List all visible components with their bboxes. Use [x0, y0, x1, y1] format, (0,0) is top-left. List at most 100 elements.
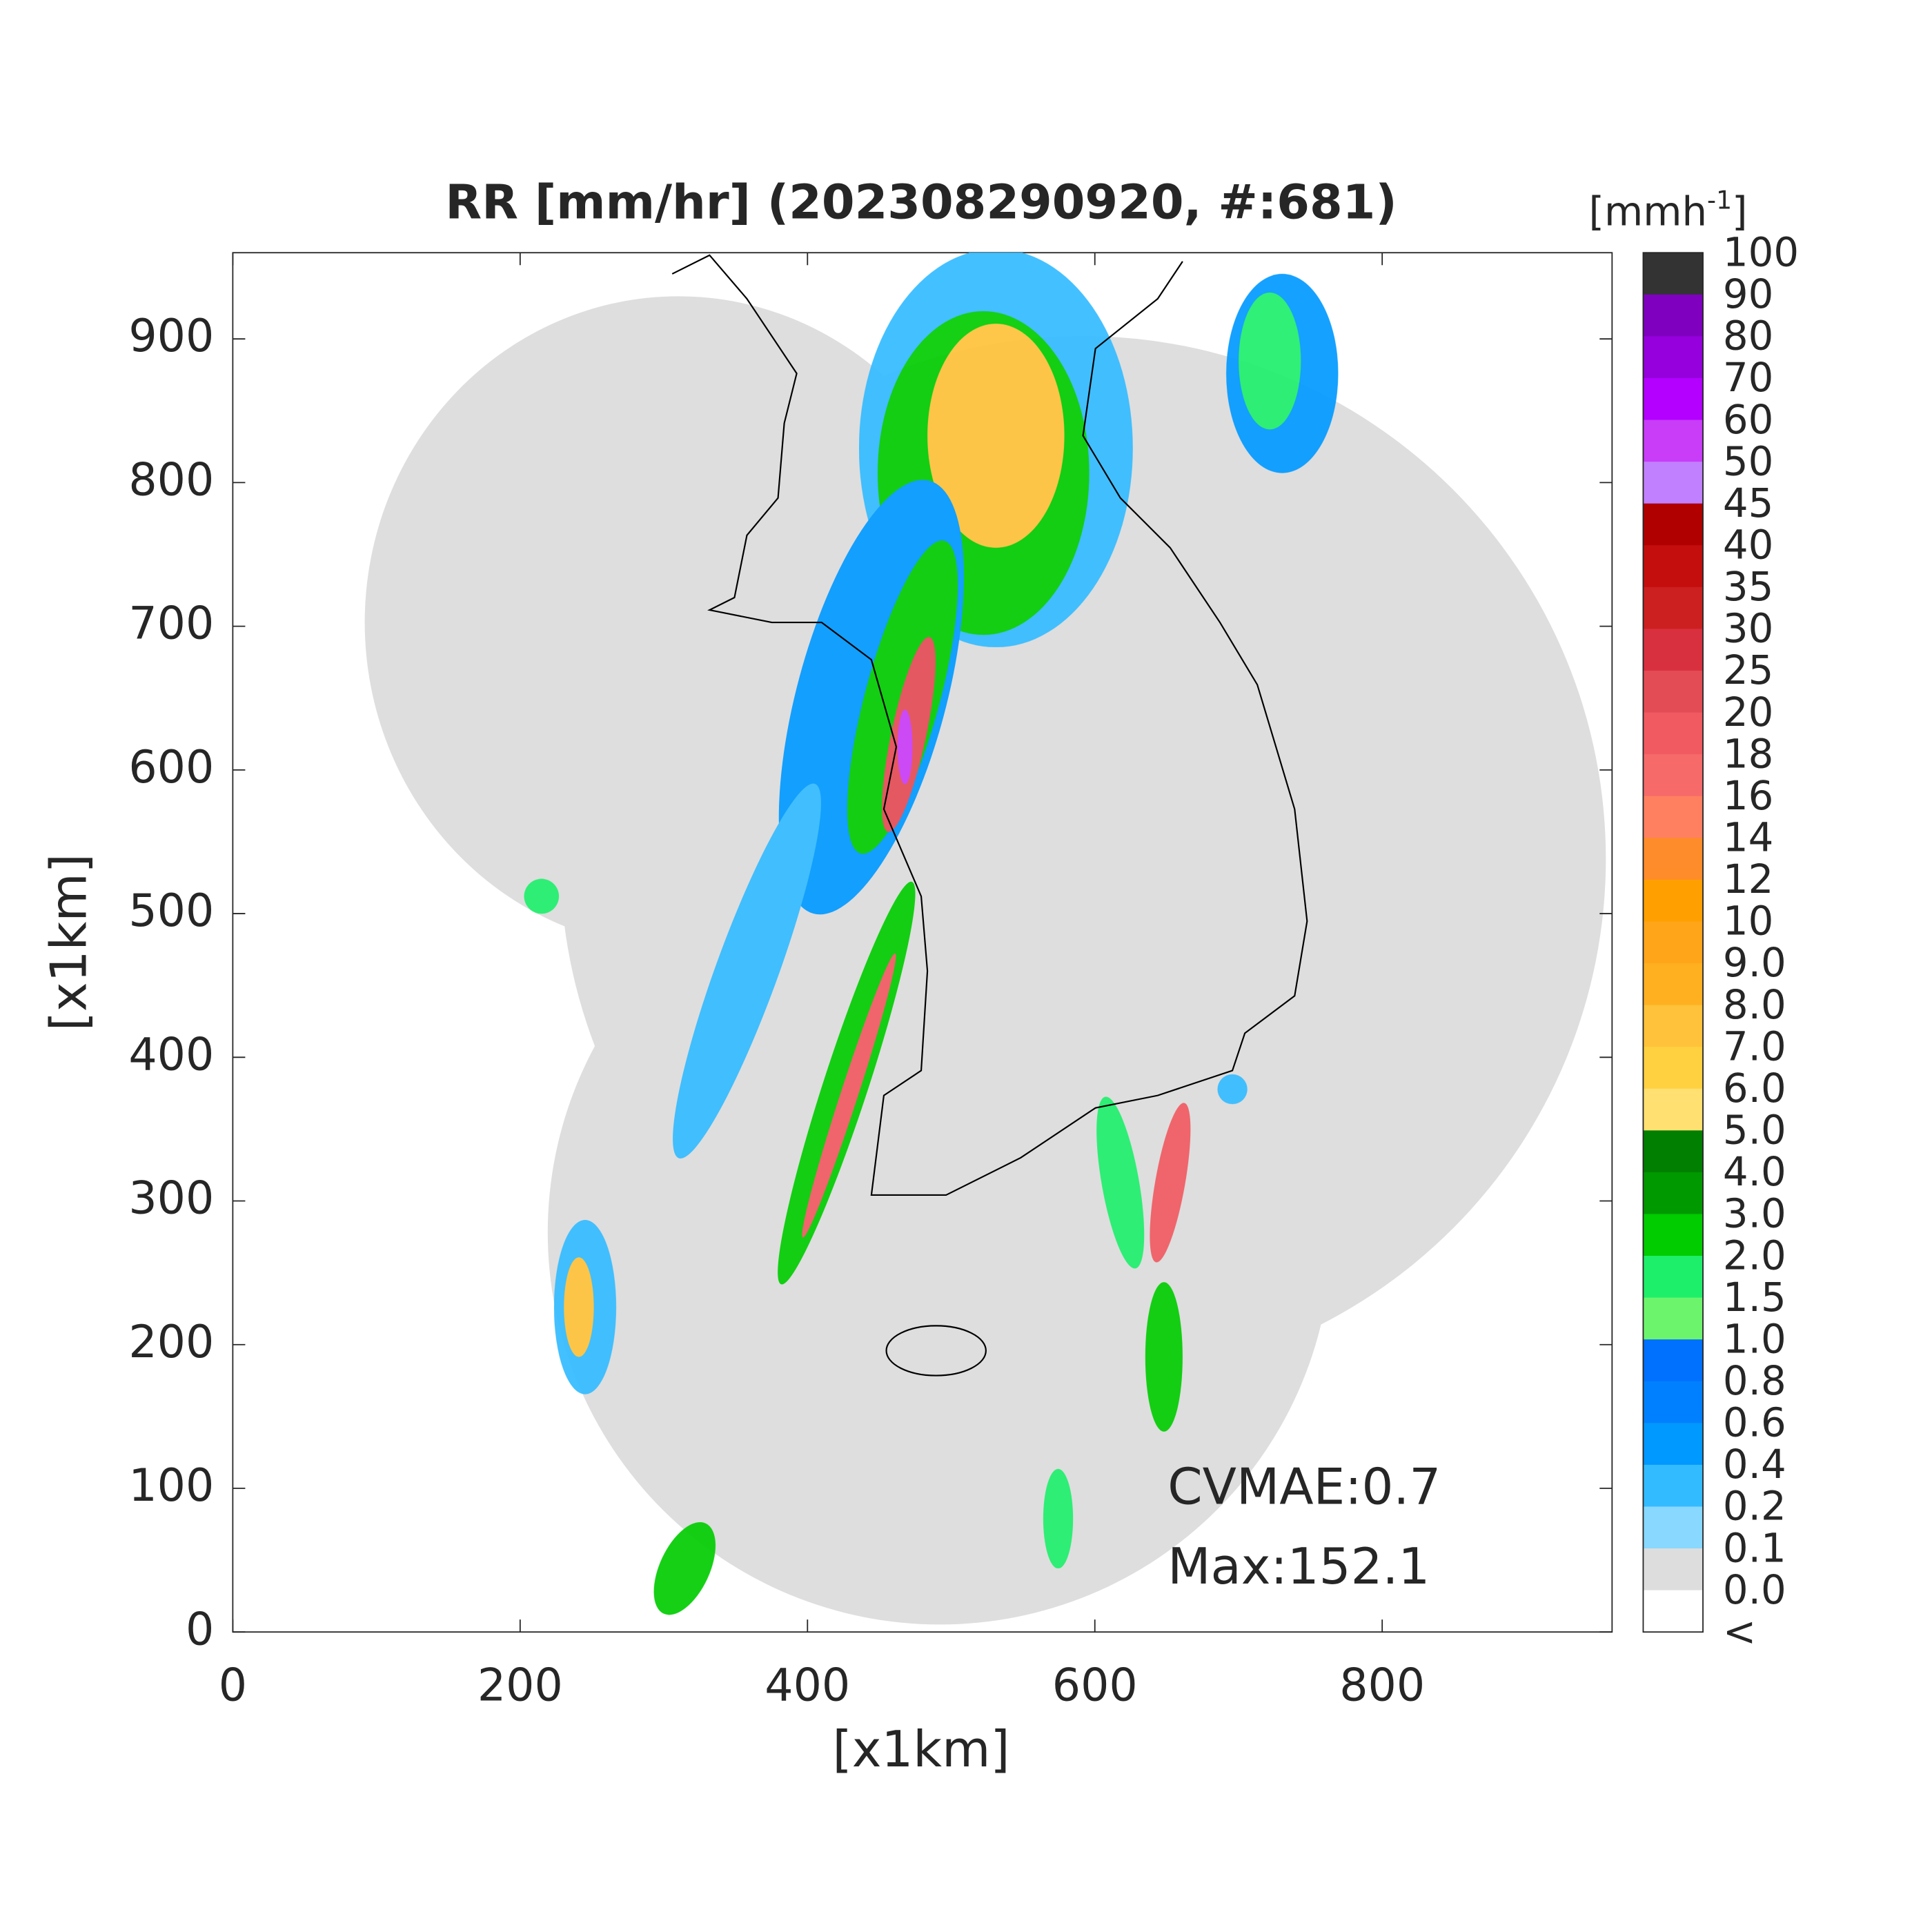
- y-tick-label: 400: [128, 1029, 214, 1081]
- colorbar-swatch: [1643, 670, 1704, 713]
- colorbar-label: 40: [1723, 521, 1773, 568]
- y-tick-label: 700: [128, 598, 214, 650]
- y-tick-label: 0: [186, 1604, 214, 1655]
- colorbar-label: 4.0: [1723, 1148, 1786, 1195]
- colorbar-swatch: [1643, 1297, 1704, 1341]
- colorbar-swatch: [1643, 1130, 1704, 1173]
- unit-exponent: -1: [1707, 186, 1732, 215]
- coverage: [364, 296, 1606, 1625]
- y-tick-label: 500: [128, 885, 214, 937]
- colorbar-label: 18: [1723, 730, 1773, 777]
- colorbar-label: 0.4: [1723, 1441, 1786, 1488]
- y-axis-label: [x1km]: [41, 854, 99, 1031]
- colorbar-label: 0.8: [1723, 1357, 1786, 1404]
- annotation: CVMAE:0.7: [1167, 1459, 1441, 1517]
- colorbar-swatch: [1643, 1339, 1704, 1382]
- colorbar-label: 80: [1723, 313, 1773, 359]
- colorbar-label: 8.0: [1723, 981, 1786, 1028]
- colorbar-label: 12: [1723, 856, 1773, 903]
- colorbar-swatch: [1643, 1214, 1704, 1256]
- colorbar-label: 5.0: [1723, 1107, 1786, 1154]
- colorbar-label: 45: [1723, 480, 1773, 526]
- colorbar-label: 0.2: [1723, 1483, 1786, 1530]
- colorbar-label: 50: [1723, 437, 1773, 484]
- colorbar-label: 16: [1723, 772, 1773, 819]
- coastline: [671, 254, 1308, 1377]
- colorbar-label: 1.5: [1723, 1274, 1786, 1321]
- colorbar-swatch: [1643, 294, 1704, 337]
- colorbar-label: 20: [1723, 689, 1773, 736]
- unit-base: [mmh: [1588, 188, 1707, 235]
- colorbar-swatch: [1643, 838, 1704, 880]
- colorbar-label: 90: [1723, 270, 1773, 317]
- colorbar-label: 9.0: [1723, 939, 1786, 986]
- colorbar-label: 10: [1723, 898, 1773, 945]
- colorbar-swatch: [1643, 1047, 1704, 1090]
- colorbar-label: 1.0: [1723, 1315, 1786, 1362]
- colorbar-swatch: [1643, 1423, 1704, 1466]
- colorbar-label: 14: [1723, 814, 1773, 861]
- colorbar: 100908070605045403530252018161412109.08.…: [1642, 228, 1799, 1655]
- y-tick-label: 800: [128, 454, 214, 506]
- colorbar-swatch: [1643, 712, 1704, 756]
- colorbar-label: 35: [1723, 563, 1773, 610]
- colorbar-swatch: [1643, 629, 1704, 671]
- x-tick-label: 200: [477, 1659, 563, 1711]
- colorbar-swatch: [1643, 1590, 1704, 1633]
- colorbar-swatch: [1643, 420, 1704, 463]
- colorbar-label: 0.0: [1723, 1566, 1786, 1613]
- colorbar-label: 30: [1723, 605, 1773, 652]
- colorbar-label: 70: [1723, 354, 1773, 401]
- colorbar-swatch: [1643, 1381, 1704, 1424]
- colorbar-swatch: [1643, 336, 1704, 379]
- colorbar-swatch: [1643, 963, 1704, 1006]
- colorbar-swatch: [1643, 1172, 1704, 1215]
- rain-cells: [524, 253, 1339, 1615]
- colorbar-label: 60: [1723, 396, 1773, 443]
- colorbar-swatch: [1643, 1005, 1704, 1048]
- colorbar-swatch: [1643, 586, 1704, 630]
- colorbar-swatch: [1643, 253, 1704, 295]
- colorbar-swatch: [1643, 545, 1704, 588]
- chart-title: RR [mm/hr] (202308290920, #:681): [445, 175, 1397, 230]
- colorbar-swatch: [1643, 462, 1704, 504]
- colorbar-unit: [mmh-1]: [1588, 186, 1747, 235]
- colorbar-swatch: [1643, 1088, 1704, 1132]
- colorbar-swatch: [1643, 1506, 1704, 1549]
- colorbar-frame: [1642, 252, 1704, 1633]
- colorbar-label: <: [1723, 1608, 1756, 1655]
- colorbar-label: 6.0: [1723, 1065, 1786, 1112]
- colorbar-swatch: [1643, 1256, 1704, 1299]
- x-tick-label: 400: [765, 1659, 850, 1711]
- x-tick-label: 600: [1052, 1659, 1138, 1711]
- y-tick-label: 200: [128, 1317, 214, 1368]
- colorbar-label: 7.0: [1723, 1023, 1786, 1070]
- colorbar-label: 2.0: [1723, 1232, 1786, 1279]
- x-axis-label: [x1km]: [833, 1721, 1010, 1779]
- x-tick-label: 0: [219, 1659, 247, 1711]
- colorbar-label: 0.6: [1723, 1399, 1786, 1446]
- radar-field: [364, 253, 1606, 1625]
- colorbar-swatch: [1643, 921, 1704, 964]
- x-tick-label: 800: [1339, 1659, 1425, 1711]
- y-tick-label: 100: [128, 1460, 214, 1512]
- y-tick-label: 900: [128, 310, 214, 362]
- colorbar-swatch: [1643, 796, 1704, 839]
- colorbar-label: 100: [1723, 228, 1799, 275]
- y-tick-label: 300: [128, 1173, 214, 1225]
- colorbar-swatch: [1643, 754, 1704, 797]
- axis-ticks: 0 200 400 600 800 0 100 200 300 400 500 600 700 800 90…: [128, 253, 1613, 1711]
- colorbar-label: 25: [1723, 647, 1773, 693]
- colorbar-swatch: [1643, 1464, 1704, 1508]
- colorbar-swatch: [1643, 503, 1704, 546]
- unit-close: ]: [1732, 188, 1748, 235]
- colorbar-label: 0.1: [1723, 1524, 1786, 1571]
- colorbar-swatch: [1643, 879, 1704, 923]
- colorbar-swatch: [1643, 377, 1704, 421]
- colorbar-swatch: [1643, 1548, 1704, 1591]
- annotation: Max:152.1: [1167, 1538, 1430, 1596]
- colorbar-label: 3.0: [1723, 1190, 1786, 1237]
- y-tick-label: 600: [128, 742, 214, 793]
